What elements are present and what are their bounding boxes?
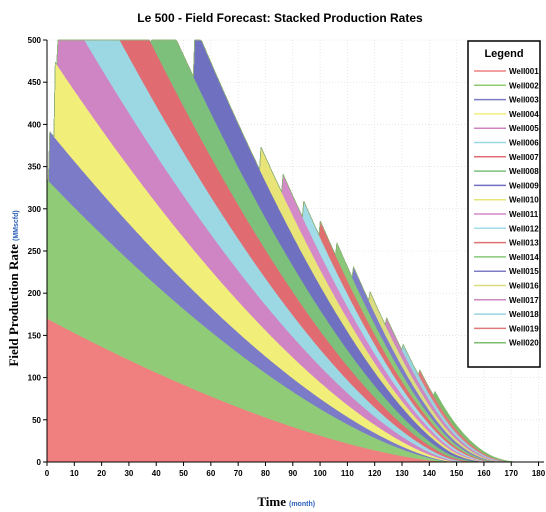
y-tick-label: 450 xyxy=(28,78,42,87)
y-tick-label: 350 xyxy=(28,163,42,172)
legend-entry: Well002 xyxy=(509,81,539,90)
x-tick-label: 100 xyxy=(313,469,327,478)
legend-entry: Well005 xyxy=(509,124,539,133)
legend-entry: Well006 xyxy=(509,139,539,148)
legend-entry: Well007 xyxy=(509,153,539,162)
y-tick-label: 250 xyxy=(28,247,42,256)
x-tick-label: 40 xyxy=(152,469,161,478)
x-tick-label: 180 xyxy=(532,469,546,478)
legend-entry: Well017 xyxy=(509,296,539,305)
legend-entry: Well014 xyxy=(509,253,539,262)
x-tick-label: 150 xyxy=(450,469,464,478)
x-axis-unit: (month) xyxy=(289,501,315,508)
legend-entry: Well012 xyxy=(509,224,539,233)
legend-box xyxy=(467,40,541,368)
x-tick-label: 120 xyxy=(368,469,382,478)
legend-entry: Well013 xyxy=(509,239,539,248)
x-tick-label: 80 xyxy=(261,469,270,478)
y-tick-label: 300 xyxy=(28,205,42,214)
x-tick-label: 140 xyxy=(423,469,437,478)
x-tick-label: 20 xyxy=(97,469,106,478)
x-tick-label: 30 xyxy=(124,469,133,478)
x-tick-label: 0 xyxy=(45,469,50,478)
y-axis-label: Field Production Rate xyxy=(6,244,21,367)
legend-entry: Well004 xyxy=(509,110,539,119)
x-tick-label: 70 xyxy=(234,469,243,478)
x-axis-label: Time xyxy=(257,494,286,509)
legend-title: Legend xyxy=(484,48,523,60)
y-tick-label: 500 xyxy=(28,36,42,45)
x-tick-label: 110 xyxy=(341,469,354,478)
x-tick-label: 160 xyxy=(477,469,491,478)
x-tick-label: 50 xyxy=(179,469,188,478)
legend-entry: Well010 xyxy=(509,196,539,205)
legend-entry: Well001 xyxy=(509,67,539,76)
x-tick-label: 90 xyxy=(288,469,297,478)
legend: Legend Well001 Well002 Well003 Well004 Well0… xyxy=(467,40,541,368)
legend-entry: Well009 xyxy=(509,181,539,190)
x-tick-label: 130 xyxy=(395,469,409,478)
legend-entry: Well020 xyxy=(509,339,539,348)
y-tick-label: 400 xyxy=(28,120,42,129)
legend-entry: Well008 xyxy=(509,167,539,176)
y-tick-label: 150 xyxy=(28,331,42,340)
legend-entry: Well003 xyxy=(509,96,539,105)
legend-entry: Well016 xyxy=(509,282,539,291)
legend-entry: Well019 xyxy=(509,324,539,333)
y-tick-label: 100 xyxy=(28,374,42,383)
x-tick-label: 170 xyxy=(505,469,519,478)
legend-entry: Well011 xyxy=(509,210,539,219)
y-tick-label: 200 xyxy=(28,289,42,298)
y-axis-unit: (MMscfd) xyxy=(13,210,20,241)
y-tick-label: 0 xyxy=(37,458,42,467)
x-tick-label: 60 xyxy=(206,469,215,478)
area-well020 xyxy=(46,39,544,463)
x-tick-label: 10 xyxy=(70,469,79,478)
y-tick-label: 50 xyxy=(32,416,41,425)
chart-title: Le 500 - Field Forecast: Stacked Product… xyxy=(137,11,423,25)
legend-entry: Well015 xyxy=(509,267,539,276)
legend-entry: Well018 xyxy=(509,310,539,319)
